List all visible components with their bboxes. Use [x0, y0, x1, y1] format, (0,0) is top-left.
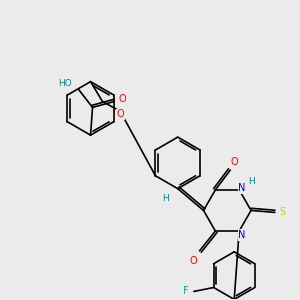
Text: F: F [183, 286, 189, 296]
Text: O: O [116, 109, 124, 119]
Text: N: N [238, 230, 246, 240]
Text: HO: HO [58, 79, 72, 88]
Text: H: H [163, 194, 169, 203]
Text: H: H [248, 177, 254, 186]
Text: S: S [280, 207, 286, 218]
Text: O: O [118, 94, 126, 104]
Text: O: O [230, 157, 238, 167]
Text: O: O [190, 256, 197, 266]
Text: N: N [238, 183, 246, 193]
